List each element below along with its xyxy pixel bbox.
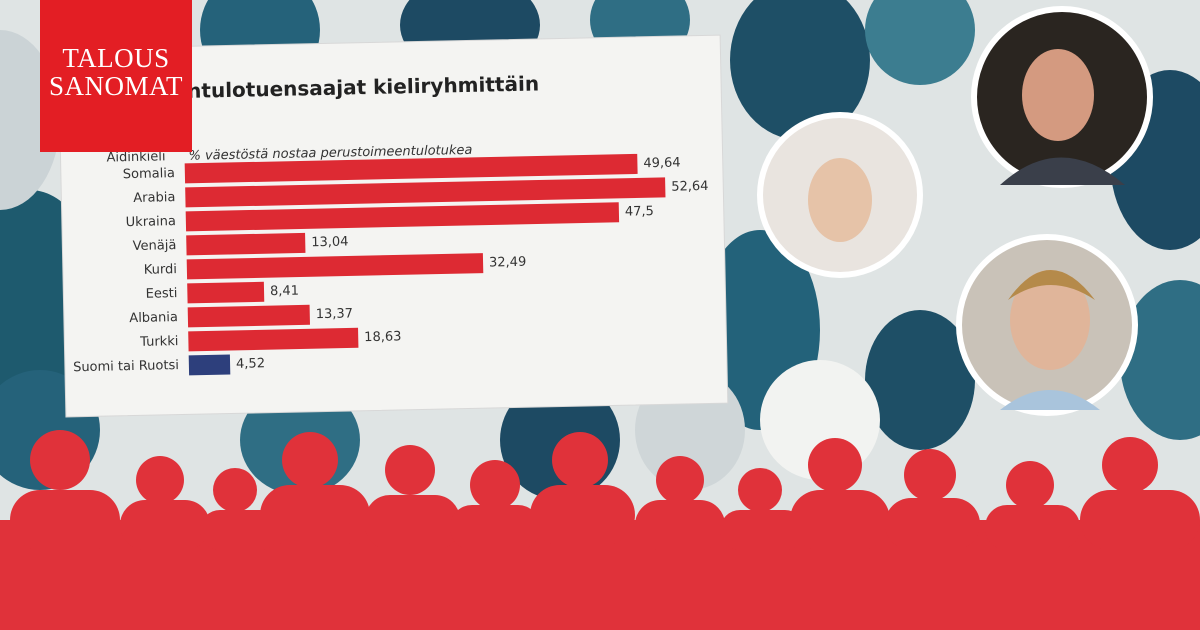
category-label: Arabia	[133, 190, 175, 206]
value-label: 8,41	[270, 284, 299, 300]
value-label: 49,64	[643, 156, 681, 172]
category-label: Turkki	[139, 334, 179, 350]
category-label: Somalia	[123, 166, 175, 182]
bar	[188, 354, 231, 376]
value-label: 4,52	[236, 356, 265, 372]
value-label: 52,64	[671, 179, 709, 195]
value-label: 13,04	[311, 234, 349, 250]
category-label: Albania	[129, 310, 178, 326]
logo-line: TALOUS	[62, 43, 170, 73]
bar	[188, 327, 359, 352]
chart-subtitle: % väestöstä nostaa perustoimeentulotukea	[188, 143, 472, 164]
category-label: Venäjä	[133, 238, 177, 254]
chart-panel: ntulotuensaajat kieliryhmittäin Äidinkie…	[57, 34, 729, 418]
value-label: 47,5	[625, 204, 654, 220]
bar	[185, 177, 666, 208]
bar	[185, 202, 620, 232]
value-label: 32,49	[489, 255, 527, 271]
value-label: 18,63	[364, 329, 402, 345]
chart: ntulotuensaajat kieliryhmittäin Äidinkie…	[73, 71, 709, 376]
logo: TALOUS SANOMAT	[40, 0, 192, 152]
category-label: Ukraina	[126, 214, 176, 230]
bar	[186, 232, 306, 256]
value-label: 13,37	[316, 306, 354, 322]
portraits	[757, 6, 1153, 416]
bar	[187, 304, 310, 328]
bar	[184, 153, 638, 184]
logo-line: SANOMAT	[48, 71, 184, 101]
red-crowd	[0, 430, 1200, 630]
bar	[186, 253, 484, 280]
category-label: Kurdi	[144, 262, 177, 278]
category-label: Eesti	[146, 286, 178, 302]
bar	[187, 281, 265, 304]
category-label: Suomi tai Ruotsi	[73, 358, 179, 375]
category-header: Äidinkieli	[106, 148, 165, 165]
